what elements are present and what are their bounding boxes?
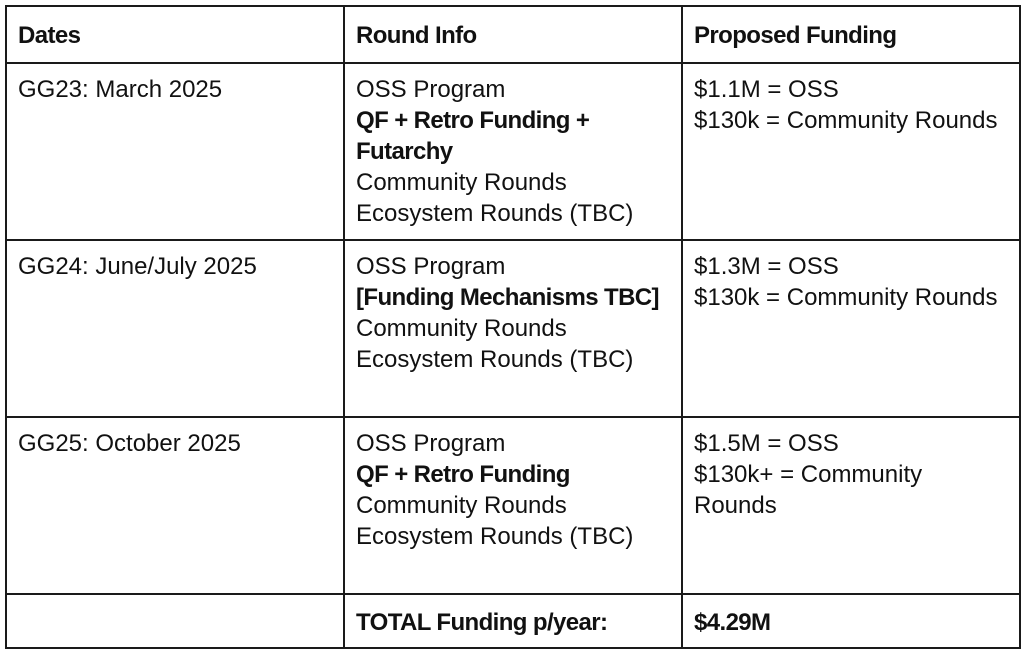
date-cell: GG25: October 2025 (5, 416, 345, 595)
oss-funding: $1.5M = OSS (694, 430, 839, 457)
mechanism-label: QF + Retro Funding (356, 461, 570, 488)
community-rounds-label: Community Rounds (356, 492, 567, 519)
community-rounds-label: Community Rounds (356, 169, 567, 196)
round-info-cell: OSS Program QF + Retro Funding Community… (343, 416, 683, 595)
community-funding: $130k = Community Rounds (694, 284, 998, 311)
table-row: GG23: March 2025 OSS Program QF + Retro … (5, 62, 1021, 241)
table-row: GG24: June/July 2025 OSS Program [Fundin… (5, 239, 1021, 418)
program-label: OSS Program (356, 76, 506, 103)
community-rounds-label: Community Rounds (356, 315, 567, 342)
oss-funding: $1.3M = OSS (694, 253, 839, 280)
program-label: OSS Program (356, 253, 506, 280)
date-cell: GG23: March 2025 (5, 62, 345, 241)
mechanism-label: QF + Retro Funding + Futarchy (356, 107, 590, 165)
total-value: $4.29M (681, 593, 1021, 649)
header-round-info: Round Info (343, 5, 683, 64)
ecosystem-rounds-label: Ecosystem Rounds (TBC) (356, 523, 634, 550)
funding-cell: $1.5M = OSS $130k+ = Community Rounds (681, 416, 1021, 595)
table-row: GG25: October 2025 OSS Program QF + Retr… (5, 416, 1021, 595)
funding-cell: $1.3M = OSS $130k = Community Rounds (681, 239, 1021, 418)
funding-table-container: Dates Round Info Proposed Funding GG23: … (5, 5, 1021, 649)
total-label: TOTAL Funding p/year: (343, 593, 683, 649)
header-dates: Dates (5, 5, 345, 64)
round-info-cell: OSS Program [Funding Mechanisms TBC] Com… (343, 239, 683, 418)
total-row: TOTAL Funding p/year: $4.29M (5, 593, 1021, 649)
total-empty-cell (5, 593, 345, 649)
ecosystem-rounds-label: Ecosystem Rounds (TBC) (356, 200, 634, 227)
program-label: OSS Program (356, 430, 506, 457)
funding-table: Dates Round Info Proposed Funding GG23: … (5, 5, 1021, 649)
round-info-cell: OSS Program QF + Retro Funding + Futarch… (343, 62, 683, 241)
date-cell: GG24: June/July 2025 (5, 239, 345, 418)
funding-cell: $1.1M = OSS $130k = Community Rounds (681, 62, 1021, 241)
mechanism-label: [Funding Mechanisms TBC] (356, 284, 660, 311)
ecosystem-rounds-label: Ecosystem Rounds (TBC) (356, 346, 634, 373)
header-proposed-funding: Proposed Funding (681, 5, 1021, 64)
oss-funding: $1.1M = OSS (694, 76, 839, 103)
community-funding: $130k = Community Rounds (694, 107, 998, 134)
table-header-row: Dates Round Info Proposed Funding (5, 5, 1021, 64)
community-funding: $130k+ = Community Rounds (694, 461, 923, 519)
